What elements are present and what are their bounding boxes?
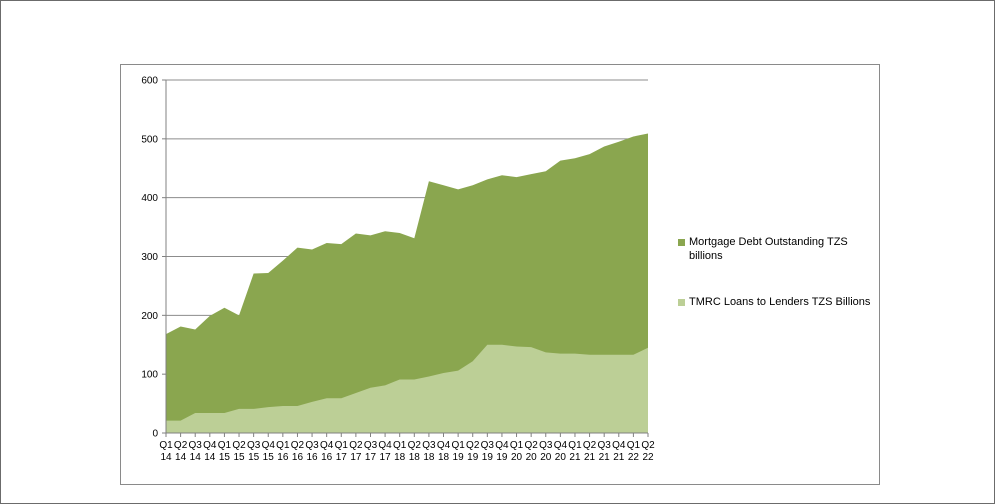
- area-series-2: [166, 344, 648, 433]
- x-tick-label-quarter: Q2: [466, 440, 480, 451]
- x-tick-label-year: 20: [511, 452, 523, 463]
- x-tick-label-year: 21: [584, 452, 596, 463]
- y-tick-label: 200: [141, 311, 158, 322]
- x-tick-label-quarter: Q1: [510, 440, 524, 451]
- y-tick-label: 300: [141, 252, 158, 263]
- y-tick-label: 0: [152, 429, 158, 440]
- chart-frame: 0 100 200 300 400 500 600 Q1 14 Q2 14 Q3 14 Q4 14 Q1 15 Q…: [120, 64, 880, 485]
- x-tick-label-year: 17: [350, 452, 362, 463]
- x-tick-label-year: 17: [380, 452, 392, 463]
- x-tick-label-year: 14: [190, 452, 202, 463]
- x-tick-label-year: 18: [423, 452, 435, 463]
- y-tick-label: 600: [141, 76, 158, 87]
- x-tick-label-quarter: Q3: [364, 440, 378, 451]
- x-tick-label-year: 16: [306, 452, 318, 463]
- x-tick-label-year: 21: [613, 452, 625, 463]
- x-tick-label-quarter: Q1: [218, 440, 232, 451]
- legend-label-2: TMRC Loans to Lenders TZS Billions: [689, 296, 871, 308]
- legend-swatch-2: [678, 299, 685, 306]
- x-tick-label-year: 17: [365, 452, 377, 463]
- x-tick-label-year: 22: [642, 452, 654, 463]
- x-tick-label-quarter: Q2: [408, 440, 422, 451]
- x-tick-label-quarter: Q4: [437, 440, 451, 451]
- x-tick-label-year: 15: [263, 452, 275, 463]
- x-tick-label-year: 15: [248, 452, 260, 463]
- x-tick-label-year: 15: [233, 452, 245, 463]
- x-tick-label-quarter: Q3: [598, 440, 612, 451]
- x-tick-label-quarter: Q4: [554, 440, 568, 451]
- x-tick-label-quarter: Q4: [262, 440, 276, 451]
- x-tick-label-quarter: Q1: [335, 440, 349, 451]
- x-tick-label-quarter: Q1: [627, 440, 641, 451]
- x-tick-label-year: 19: [482, 452, 494, 463]
- x-tick-label-quarter: Q3: [247, 440, 261, 451]
- x-tick-label-year: 17: [336, 452, 348, 463]
- x-tick-label-quarter: Q2: [524, 440, 538, 451]
- x-tick-label-year: 14: [175, 452, 187, 463]
- x-tick-label-year: 18: [409, 452, 421, 463]
- x-tick-label-quarter: Q1: [451, 440, 465, 451]
- x-tick-label-year: 19: [453, 452, 465, 463]
- y-tick-label: 400: [141, 193, 158, 204]
- x-tick-label-quarter: Q2: [232, 440, 246, 451]
- x-tick-label-quarter: Q2: [291, 440, 305, 451]
- x-tick-label-quarter: Q4: [378, 440, 392, 451]
- x-tick-label-year: 22: [628, 452, 640, 463]
- x-tick-label-year: 16: [292, 452, 304, 463]
- x-tick-label-quarter: Q3: [539, 440, 553, 451]
- legend-swatch-1: [678, 239, 685, 246]
- x-tick-label-quarter: Q1: [393, 440, 407, 451]
- x-tick-label-year: 18: [438, 452, 450, 463]
- x-tick-label-year: 16: [321, 452, 333, 463]
- x-tick-label-year: 20: [526, 452, 538, 463]
- x-tick-label-quarter: Q2: [583, 440, 597, 451]
- data-areas: [166, 133, 648, 433]
- legend: Mortgage Debt Outstanding TZS billions TMR…: [678, 236, 871, 308]
- x-tick-label-year: 21: [569, 452, 581, 463]
- area-chart: 0100200300400500600Q114Q214Q314Q414Q115Q…: [141, 76, 871, 464]
- x-tick-label-quarter: Q4: [612, 440, 626, 451]
- x-tick-label-year: 19: [496, 452, 508, 463]
- x-tick-label-year: 16: [277, 452, 289, 463]
- x-tick-label-quarter: Q1: [568, 440, 582, 451]
- x-tick-label-year: 20: [540, 452, 552, 463]
- axes: 0100200300400500600Q114Q214Q314Q414Q115Q…: [141, 76, 655, 464]
- x-tick-label-quarter: Q4: [203, 440, 217, 451]
- x-tick-label-quarter: Q2: [174, 440, 188, 451]
- x-tick-label-quarter: Q3: [189, 440, 203, 451]
- x-tick-label-quarter: Q3: [305, 440, 319, 451]
- x-tick-label-quarter: Q2: [641, 440, 655, 451]
- x-tick-label-year: 14: [204, 452, 216, 463]
- x-tick-label-year: 21: [599, 452, 611, 463]
- x-tick-label-year: 19: [467, 452, 479, 463]
- x-tick-label-quarter: Q4: [495, 440, 509, 451]
- y-tick-label: 100: [141, 370, 158, 381]
- legend-label-1: Mortgage Debt Outstanding TZS billions: [689, 236, 848, 262]
- x-tick-label-year: 18: [394, 452, 406, 463]
- x-tick-label-quarter: Q1: [276, 440, 290, 451]
- x-tick-label-quarter: Q4: [320, 440, 334, 451]
- x-tick-label-quarter: Q3: [481, 440, 495, 451]
- x-tick-label-year: 14: [160, 452, 172, 463]
- x-tick-label-year: 20: [555, 452, 567, 463]
- x-tick-label-year: 15: [219, 452, 231, 463]
- x-tick-label-quarter: Q3: [422, 440, 436, 451]
- x-tick-label-quarter: Q1: [159, 440, 173, 451]
- x-tick-label-quarter: Q2: [349, 440, 363, 451]
- y-tick-label: 500: [141, 134, 158, 145]
